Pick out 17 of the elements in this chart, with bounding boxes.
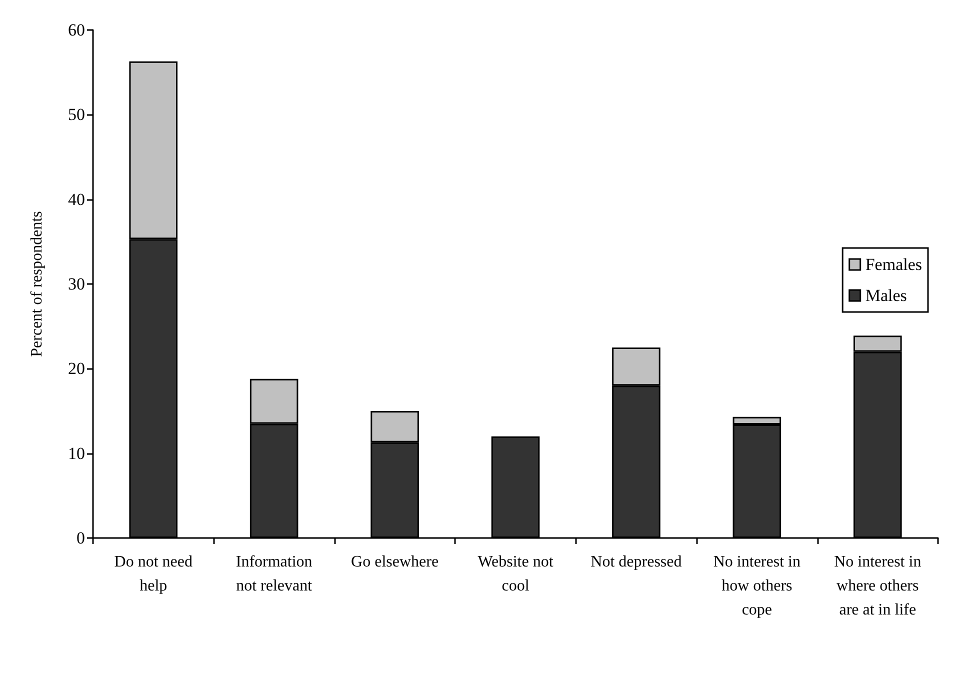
x-tick-label: Do not need help [114, 554, 192, 594]
y-tick-label: 0 [76, 528, 85, 548]
x-tick-label: Go elsewhere [351, 554, 439, 570]
y-tick-label: 10 [68, 444, 85, 463]
y-tick-label: 50 [68, 105, 85, 124]
x-tick-label: Not depressed [590, 554, 682, 570]
y-axis-title: Percent of respondents [28, 211, 46, 357]
y-tick-label: 60 [68, 20, 85, 40]
y-tick-label: 20 [68, 359, 85, 378]
x-tick-label: No interest in where others are at in life [834, 554, 922, 618]
x-tick-label: No interest in how others cope [713, 554, 800, 618]
x-tick-label: Website not cool [478, 554, 554, 594]
y-tick-label: 30 [68, 274, 85, 294]
x-tick-label: Information not relevant [236, 554, 313, 594]
legend-label: Males [865, 286, 907, 305]
y-tick-label: 40 [68, 190, 85, 209]
legend-label: Females [865, 255, 922, 274]
